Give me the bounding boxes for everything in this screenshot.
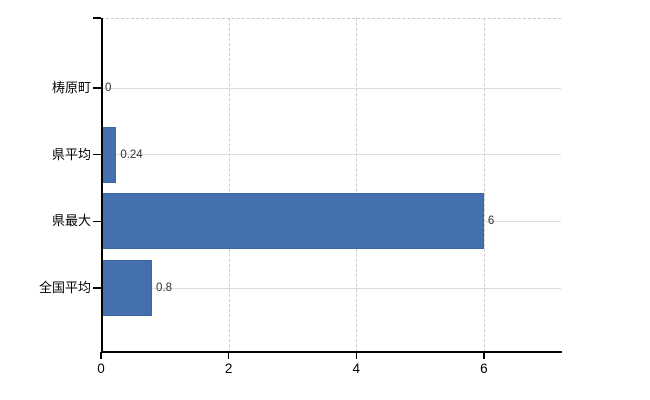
category-label: 梼原町	[51, 80, 91, 95]
x-axis-tick	[355, 352, 358, 359]
bar	[102, 260, 153, 317]
x-tick-label: 0	[97, 361, 105, 376]
plot-top-border	[101, 17, 561, 19]
gridline-horizontal	[101, 87, 561, 89]
gridline-horizontal	[101, 154, 561, 156]
gridline-horizontal	[101, 287, 561, 289]
category-label: 県最大	[51, 213, 91, 229]
x-tick-label: 2	[224, 361, 233, 376]
bar	[102, 126, 117, 183]
category-label: 県平均	[51, 146, 91, 162]
gridline-vertical	[483, 18, 485, 352]
x-axis-tick	[483, 352, 485, 359]
y-axis-tick	[93, 220, 101, 223]
x-axis-tick	[100, 352, 102, 359]
x-axis-tick	[227, 352, 230, 359]
x-tick-label: 4	[352, 361, 361, 376]
gridline-vertical	[228, 18, 230, 352]
value-label: 0	[105, 82, 112, 94]
value-label: 6	[487, 215, 495, 228]
bar	[102, 193, 484, 250]
value-label: 0.24	[120, 148, 143, 161]
y-axis-line	[101, 18, 103, 352]
x-tick-label: 6	[480, 361, 488, 376]
y-axis-tick	[93, 287, 101, 289]
y-axis-top-tick	[93, 17, 101, 19]
value-label: 0.8	[156, 282, 173, 295]
y-axis-tick	[93, 153, 101, 156]
category-label: 全国平均	[38, 280, 91, 296]
x-axis-line	[101, 351, 562, 353]
gridline-vertical	[356, 18, 358, 352]
y-axis-tick	[93, 87, 101, 89]
